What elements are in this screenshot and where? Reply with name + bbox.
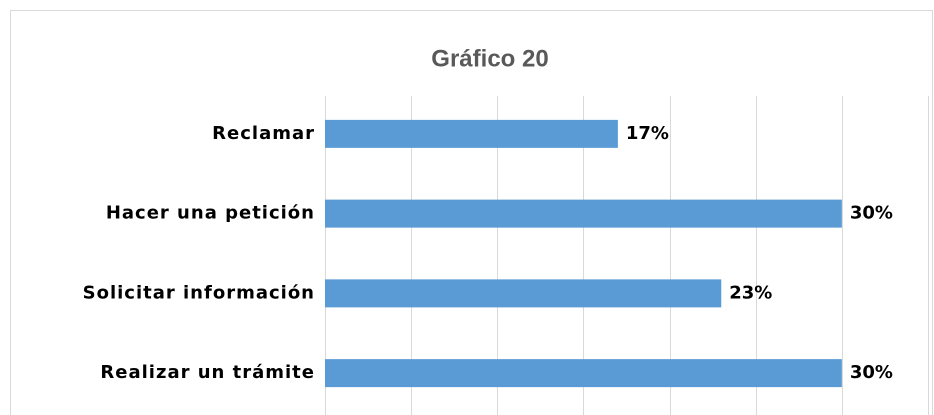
y-tick-label: Realizar un trámite bbox=[100, 362, 315, 383]
bar bbox=[325, 279, 722, 308]
data-label: 17% bbox=[626, 123, 669, 144]
bar bbox=[325, 119, 618, 148]
data-label: 30% bbox=[850, 203, 893, 224]
data-label: 23% bbox=[729, 282, 772, 303]
y-tick-label: Hacer una petición bbox=[106, 203, 315, 224]
bar bbox=[325, 359, 842, 388]
data-label: 30% bbox=[850, 362, 893, 383]
chart-title: Gráfico 20 bbox=[431, 45, 548, 72]
y-tick-label: Solicitar información bbox=[83, 282, 315, 303]
bar bbox=[325, 199, 842, 228]
y-tick-label: Reclamar bbox=[212, 123, 315, 144]
